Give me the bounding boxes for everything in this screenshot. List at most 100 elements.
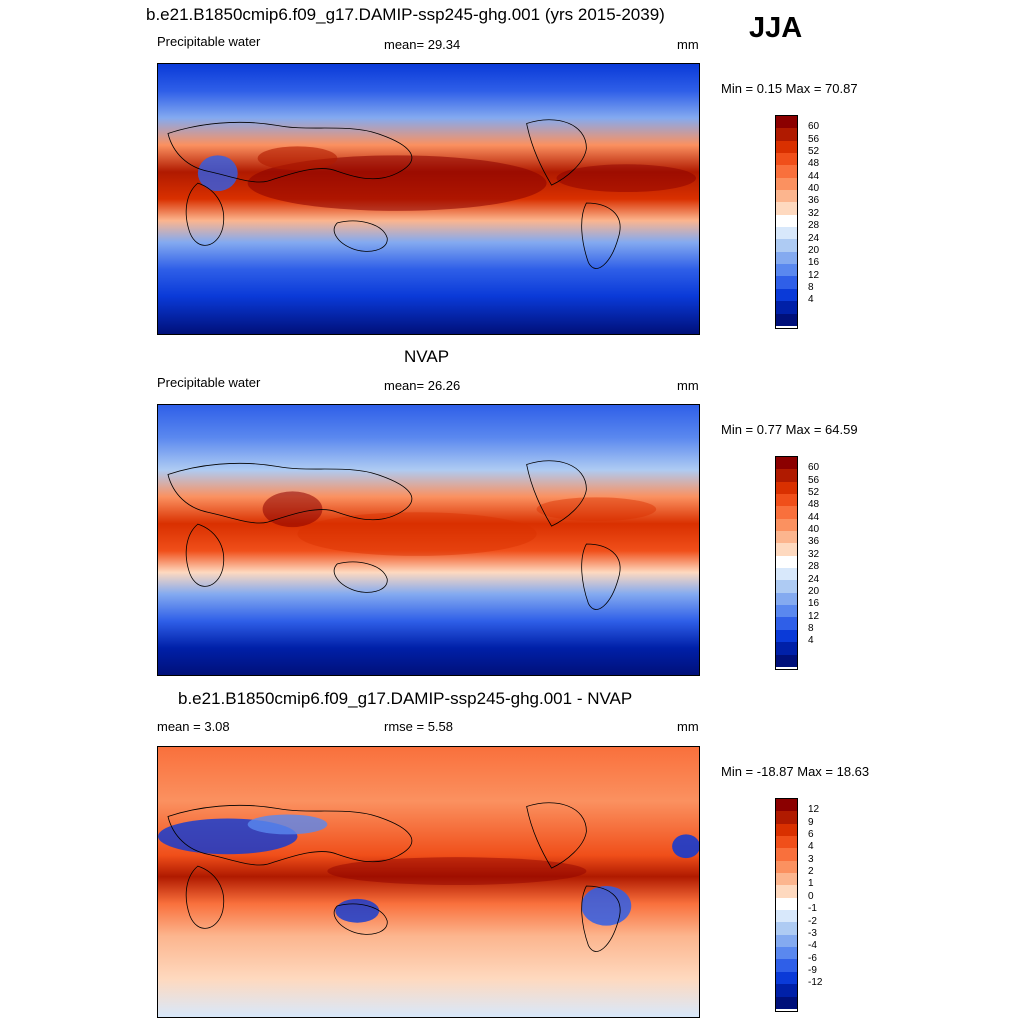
colorbar-tick-label: 4 [808,841,814,853]
colorbar-segment [776,543,797,556]
colorbar-tick-label: 40 [808,524,820,536]
colorbar-tick-label: 56 [808,133,820,145]
colorbar-segment [776,202,797,215]
colorbar-tick-label: 6 [808,829,814,841]
colorbar-segment [776,116,797,129]
colorbar-segment [776,605,797,618]
colorbar-segment [776,313,797,326]
colorbar-tick-label: 48 [808,158,820,170]
panel-1-colorbar [775,115,798,329]
colorbar-tick-label: 2 [808,866,814,878]
colorbar-segment [776,799,797,812]
colorbar-tick-label: 60 [808,121,820,133]
colorbar-segment [776,177,797,191]
panel-2-minmax: Min = 0.77 Max = 64.59 [721,422,858,437]
colorbar-tick-label: 20 [808,585,820,597]
colorbar-tick-label: 56 [808,474,820,486]
colorbar-tick-label: 52 [808,146,820,158]
colorbar-segment [776,836,797,849]
colorbar-segment [776,848,797,861]
panel-2-units: mm [677,378,699,393]
colorbar-tick-label: 28 [808,220,820,232]
colorbar-segment [776,885,797,898]
colorbar-segment [776,592,797,606]
colorbar-segment [776,165,797,178]
colorbar-segment [776,897,797,911]
colorbar-segment [776,531,797,544]
colorbar-tick-label: -2 [808,915,817,927]
colorbar-tick-label: 40 [808,183,820,195]
colorbar-segment [776,568,797,581]
colorbar-tick-label: 24 [808,232,820,244]
colorbar-tick-label: -4 [808,940,817,952]
colorbar-tick-label: 0 [808,890,814,902]
colorbar-segment [776,239,797,252]
colorbar-segment [776,984,797,997]
colorbar-segment [776,811,797,824]
colorbar-segment [776,947,797,960]
colorbar-tick-label: 16 [808,598,820,610]
colorbar-segment [776,227,797,240]
colorbar-tick-label: 48 [808,499,820,511]
colorbar-segment [776,934,797,948]
panel-1-minmax: Min = 0.15 Max = 70.87 [721,81,858,96]
colorbar-segment [776,128,797,141]
panel-3-rmse: rmse = 5.58 [384,719,454,734]
colorbar-segment [776,264,797,277]
colorbar-segment [776,860,797,874]
colorbar-tick-label: 8 [808,622,814,634]
colorbar-segment [776,481,797,495]
colorbar-tick-label: 12 [808,804,820,816]
colorbar-tick-label: 52 [808,487,820,499]
colorbar-segment [776,153,797,166]
colorbar-segment [776,288,797,302]
colorbar-tick-label: 1 [808,878,814,890]
colorbar-segment [776,959,797,972]
colorbar-segment [776,140,797,154]
colorbar-tick-label: 9 [808,816,814,828]
panel-3-mean: mean = 3.08 [157,719,230,734]
colorbar-tick-label: -1 [808,903,817,915]
colorbar-tick-label: 3 [808,853,814,865]
colorbar-tick-label: 28 [808,561,820,573]
colorbar-segment [776,996,797,1009]
colorbar-segment [776,922,797,935]
colorbar-segment [776,823,797,837]
colorbar-tick-label: 60 [808,462,820,474]
colorbar-segment [776,642,797,655]
panel-1-variable: Precipitable water [157,34,261,49]
colorbar-segment [776,457,797,470]
panel-3-minmax: Min = -18.87 Max = 18.63 [721,764,870,779]
panel-2-mean: mean= 26.26 [384,378,461,393]
panel-2-variable: Precipitable water [157,375,261,390]
colorbar-tick-label: 32 [808,207,820,219]
colorbar-segment [776,276,797,289]
colorbar-segment [776,251,797,265]
panel-3-colorbar [775,798,798,1012]
panel-1-title: b.e21.B1850cmip6.f09_g17.DAMIP-ssp245-gh… [146,5,665,24]
panel-2-colorbar [775,456,798,670]
panel-1-map [157,63,700,335]
colorbar-segment [776,494,797,507]
colorbar-segment [776,580,797,593]
colorbar-tick-label: 20 [808,244,820,256]
colorbar-tick-label: 32 [808,548,820,560]
colorbar-tick-label: 12 [808,269,820,281]
colorbar-segment [776,190,797,203]
colorbar-segment [776,469,797,482]
colorbar-tick-label: 44 [808,170,820,182]
colorbar-segment [776,654,797,667]
colorbar-segment [776,506,797,519]
panel-2-map [157,404,700,676]
season-label: JJA [749,12,803,44]
colorbar-segment [776,629,797,643]
colorbar-segment [776,910,797,923]
colorbar-tick-label: 4 [808,635,814,647]
colorbar-tick-label: 24 [808,573,820,585]
colorbar-tick-label: 16 [808,257,820,269]
colorbar-segment [776,971,797,985]
colorbar-tick-label: 44 [808,511,820,523]
colorbar-segment [776,617,797,630]
colorbar-segment [776,873,797,886]
colorbar-tick-label: 12 [808,610,820,622]
